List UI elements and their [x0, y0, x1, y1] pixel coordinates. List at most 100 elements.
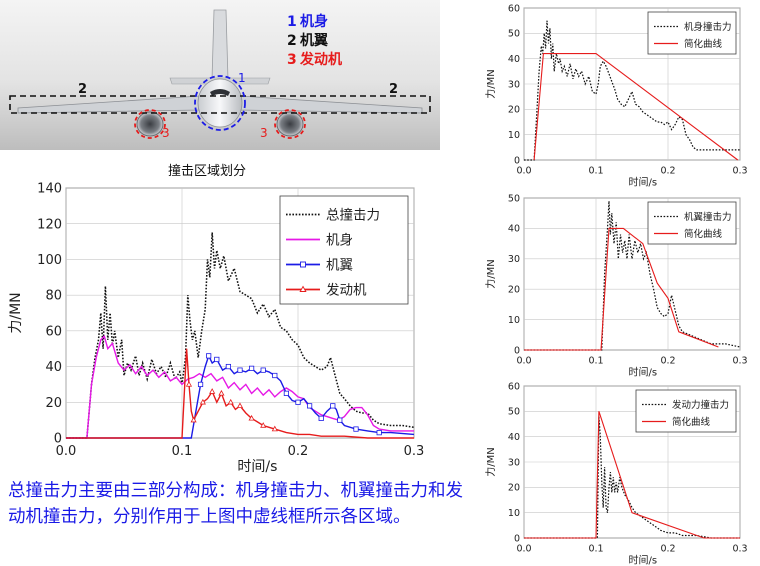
series-marker-square: [237, 367, 243, 373]
engine-zone-left: [134, 109, 166, 139]
y-tick-label: 30: [508, 254, 520, 265]
legend-label: 发动机: [326, 282, 367, 298]
marker-engine-right: 3: [260, 126, 268, 140]
legend-label: 机翼: [326, 257, 353, 273]
y-tick-label: 20: [508, 105, 520, 116]
engine-impact-chart: 0 10 20 30 40 50 60 0.0 0.1 0.2 0.3 时间/s 力/MN 发动力撞击力简…: [484, 381, 748, 566]
y-tick-label: 10: [508, 508, 520, 519]
x-tick-label: 0.2: [660, 356, 675, 367]
legend-marker-triangle: [299, 285, 307, 292]
y-tick-label: 0: [514, 533, 520, 544]
legend-label: 简化曲线: [684, 228, 723, 240]
zone-legend-num-2: 2: [287, 33, 297, 49]
series-marker-square: [272, 372, 278, 379]
fuselage-impact-chart: 0 10 20 30 40 50 60 0.0 0.1 0.2 0.3 时间/s 力/MN 机身撞击力简化…: [484, 3, 748, 189]
y-tick-label: 50: [508, 29, 520, 40]
legend-label: 简化曲线: [684, 38, 723, 50]
fuselage-zone-circle: [194, 75, 246, 131]
total-impact-force-chart: 0 20 40 60 80 100 120 140 0.0 0.1 0.2 0.3 时间/s 力/MN 总撞…: [8, 182, 424, 475]
y-tick-label: 20: [508, 285, 520, 296]
marker-fuselage: 1: [238, 71, 246, 85]
chart-legend: [647, 201, 737, 245]
series-marker-square: [295, 399, 301, 405]
y-tick-label: 0: [54, 432, 62, 447]
series-marker-square: [225, 363, 231, 370]
y-axis-label: 力/MN: [484, 447, 497, 476]
chart-legend: [635, 389, 737, 433]
x-tick-label: 0.1: [588, 544, 603, 555]
series-marker-square: [197, 381, 204, 388]
y-tick-label: 120: [37, 217, 62, 232]
left-engine: [136, 111, 164, 137]
x-tick-label: 0.1: [588, 356, 603, 367]
series-line-0: [524, 416, 740, 539]
series-line-0: [524, 20, 740, 161]
y-tick-label: 30: [508, 79, 520, 90]
series-marker-triangle: [271, 425, 278, 432]
right-engine: [276, 111, 304, 137]
y-tick-label: 100: [37, 253, 62, 268]
y-axis-label: 力/MN: [8, 292, 24, 333]
series-line-1: [524, 227, 719, 351]
y-tick-label: 50: [508, 407, 520, 418]
y-tick-label: 50: [508, 193, 520, 204]
tail-fin: [211, 9, 229, 81]
x-axis-label: 时间/s: [629, 176, 658, 189]
series-marker-square: [376, 430, 382, 436]
y-tick-label: 60: [508, 381, 520, 392]
series-line-1: [524, 411, 740, 539]
y-tick-label: 20: [508, 483, 520, 494]
legend-label: 发动力撞击力: [672, 399, 729, 411]
series-marker-square: [337, 417, 343, 423]
series-marker-square: [260, 367, 266, 373]
series-line-0: [524, 200, 741, 351]
x-tick-label: 0.0: [516, 356, 531, 367]
cockpit-window: [210, 89, 230, 96]
x-tick-label: 0.0: [516, 544, 531, 555]
x-tick-label: 0.1: [172, 444, 193, 459]
zone-legend: 1 机身 2 机翼 3 发动机: [287, 13, 342, 68]
series-marker-triangle: [209, 388, 216, 394]
y-tick-label: 40: [45, 360, 62, 375]
y-tick-label: 60: [45, 324, 62, 339]
y-tick-label: 30: [508, 457, 520, 468]
series-marker-square: [306, 403, 313, 409]
marker-wing-right: 2: [389, 82, 398, 97]
series-marker-square: [283, 390, 290, 396]
wing-zone-box: [9, 95, 431, 114]
series-marker-square: [353, 426, 359, 432]
y-tick-label: 0: [514, 345, 520, 356]
y-tick-label: 40: [508, 224, 520, 235]
series-marker-square: [330, 403, 336, 409]
x-axis-label: 时间/s: [237, 459, 277, 475]
chart-legend: [647, 11, 737, 55]
zone-legend-label-3: 发动机: [299, 51, 342, 68]
legend-marker-square: [300, 261, 306, 268]
x-tick-label: 0.2: [660, 166, 675, 177]
x-tick-label: 0.1: [588, 166, 603, 177]
series-line-3: [66, 348, 414, 439]
x-tick-label: 0.2: [660, 544, 675, 555]
y-tick-label: 20: [45, 396, 62, 411]
impact-zone-diagram: 1 2 2 3 3 1 机身 2 机翼 3 发动机 撞击区域划分: [0, 0, 440, 180]
y-tick-label: 140: [37, 182, 62, 197]
series-marker-triangle: [199, 398, 206, 405]
legend-label: 机身: [326, 232, 353, 248]
series-marker-triangle: [248, 414, 255, 421]
zone-legend-label-2: 机翼: [300, 32, 328, 49]
legend-label: 机翼撞击力: [684, 211, 732, 223]
series-marker-triangle: [190, 416, 197, 423]
marker-wing-left: 2: [78, 82, 87, 97]
series-marker-triangle: [218, 389, 225, 396]
x-axis-label: 时间/s: [629, 554, 658, 566]
y-tick-label: 80: [45, 289, 62, 304]
aircraft-illustration: 1 2 2 3 3 1 机身 2 机翼 3 发动机: [0, 0, 440, 150]
series-marker-square: [248, 365, 255, 371]
series-marker-triangle: [227, 398, 234, 405]
x-tick-label: 0.3: [732, 356, 747, 367]
marker-engine-left: 3: [162, 126, 170, 140]
legend-label: 机身撞击力: [684, 21, 732, 33]
series-line-0: [66, 232, 415, 439]
y-tick-label: 10: [508, 130, 520, 141]
